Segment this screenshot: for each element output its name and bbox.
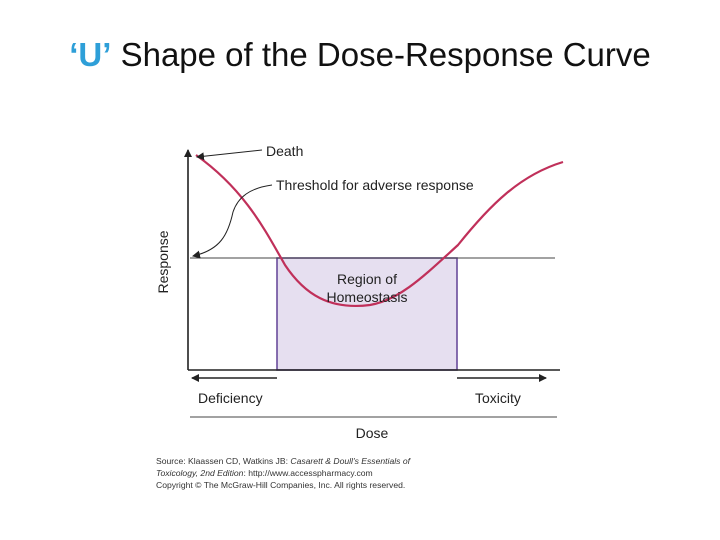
threshold-label: Threshold for adverse response (276, 177, 474, 193)
death-label: Death (266, 143, 303, 159)
credit-line2: Toxicology, 2nd Edition: http://www.acce… (156, 467, 456, 479)
title-text: Shape of the Dose-Response Curve (120, 36, 651, 73)
credit-line1: Source: Klaassen CD, Watkins JB: Casaret… (156, 455, 456, 467)
x-axis-label: Dose (356, 425, 389, 441)
credit-line3: Copyright © The McGraw-Hill Companies, I… (156, 480, 406, 490)
y-axis-label: Response (155, 230, 171, 293)
toxicity-label: Toxicity (475, 390, 521, 406)
credit-book-title: Casarett & Doull's Essentials of (290, 456, 410, 466)
title-accent: ‘U’ (69, 36, 112, 73)
deficiency-label: Deficiency (198, 390, 263, 406)
credit-book-edition: Toxicology, 2nd Edition (156, 468, 244, 478)
region-label-line1: Region of (337, 271, 397, 287)
region-label-line2: Homeostasis (327, 289, 408, 305)
threshold-arrow (192, 184, 273, 259)
death-arrow (196, 149, 263, 161)
credit-url-text: : http://www.accesspharmacy.com (243, 468, 373, 478)
figure-credit: Source: Klaassen CD, Watkins JB: Casaret… (156, 455, 456, 491)
credit-source-text: Source: Klaassen CD, Watkins JB: (156, 456, 291, 466)
dose-response-curve (195, 154, 564, 307)
slide-title: ‘U’ Shape of the Dose-Response Curve (0, 36, 720, 74)
